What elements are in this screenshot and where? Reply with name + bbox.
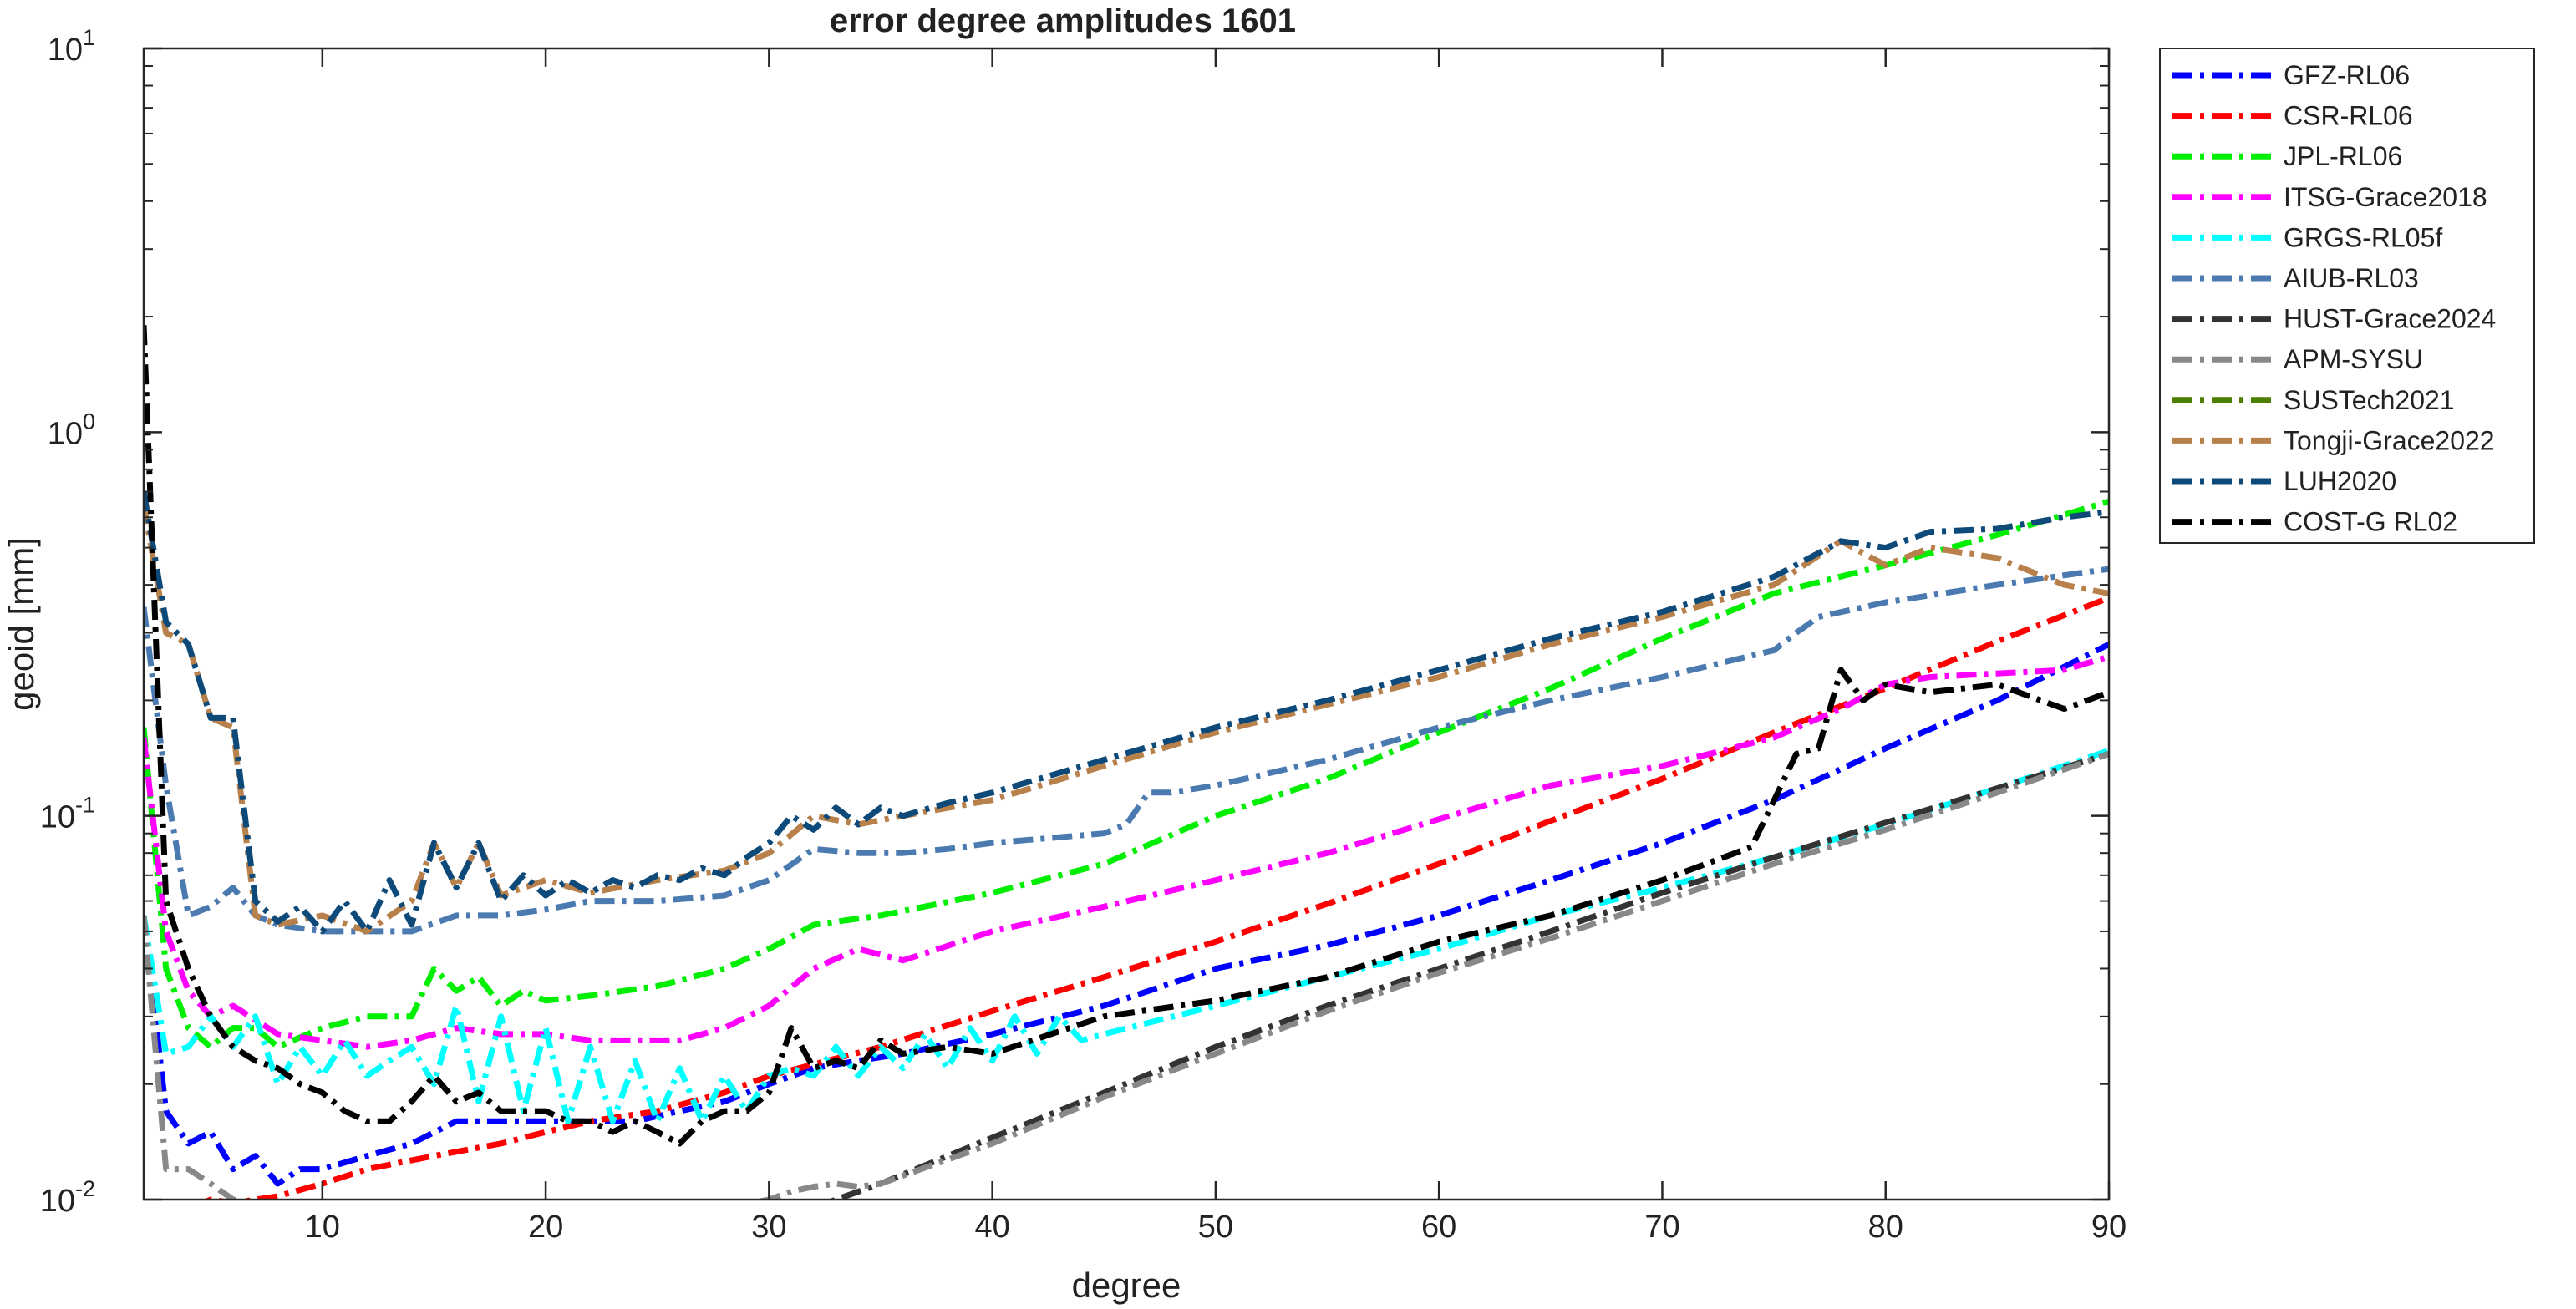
y-tick-label: 10-1 xyxy=(40,793,95,835)
series-line-5 xyxy=(144,566,2109,935)
x-axis-title: degree xyxy=(1072,1266,1181,1305)
y-tick-label: 100 xyxy=(48,408,95,451)
legend-label: GFZ-RL06 xyxy=(2284,60,2410,90)
legend-label: Tongji-Grace2022 xyxy=(2284,425,2495,455)
plot-area xyxy=(142,47,2111,1201)
x-tick-label: 60 xyxy=(1421,1210,1456,1245)
series-line-3 xyxy=(144,653,2109,1050)
x-tick-label: 40 xyxy=(974,1210,1009,1245)
y-tick-label: 10-2 xyxy=(40,1176,95,1219)
y-tick-label: 101 xyxy=(48,25,95,68)
series-line-7 xyxy=(144,751,2109,1200)
series-line-4 xyxy=(144,748,2109,1124)
legend-label: COST-G RL02 xyxy=(2284,507,2457,537)
x-tick-label: 90 xyxy=(2091,1210,2126,1245)
series-line-0 xyxy=(144,642,2109,1187)
series-line-11 xyxy=(144,325,2109,1147)
legend-label: LUH2020 xyxy=(2284,466,2396,496)
x-tick-label: 20 xyxy=(528,1210,563,1245)
legend-label: CSR-RL06 xyxy=(2284,101,2413,131)
x-tick-label: 80 xyxy=(1868,1210,1903,1245)
legend-label: AIUB-RL03 xyxy=(2284,263,2419,293)
series-line-9 xyxy=(144,503,2109,935)
chart-title: error degree amplitudes 1601 xyxy=(830,3,1296,39)
x-tick-label: 10 xyxy=(305,1210,340,1245)
legend-box xyxy=(2159,48,2535,544)
x-axis: 10 20 30 40 50 60 70 80 90 xyxy=(305,48,2126,1245)
series-line-6 xyxy=(828,751,2109,1200)
series-line-10 xyxy=(144,490,2109,935)
legend-label: SUSTech2021 xyxy=(2284,385,2455,415)
y-axis: 10-2 10-1 100 101 xyxy=(40,25,2109,1219)
legend-label: JPL-RL06 xyxy=(2284,141,2402,171)
plot-frame xyxy=(142,47,2111,1201)
x-tick-label: 50 xyxy=(1198,1210,1233,1245)
legend-label: HUST-Grace2024 xyxy=(2284,304,2496,334)
legend-label: GRGS-RL05f xyxy=(2284,222,2442,252)
y-axis-title: geoid [mm] xyxy=(2,537,41,711)
series-line-2 xyxy=(144,498,2109,1050)
legend: GFZ-RL06 CSR-RL06 JPL-RL06 ITSG-Grace2018 GR… xyxy=(2159,48,2535,544)
legend-label: ITSG-Grace2018 xyxy=(2284,182,2487,212)
series-group xyxy=(144,325,2109,1200)
series-line-1 xyxy=(202,595,2109,1200)
legend-label: APM-SYSU xyxy=(2284,344,2423,374)
x-tick-label: 30 xyxy=(751,1210,786,1245)
x-tick-label: 70 xyxy=(1644,1210,1679,1245)
